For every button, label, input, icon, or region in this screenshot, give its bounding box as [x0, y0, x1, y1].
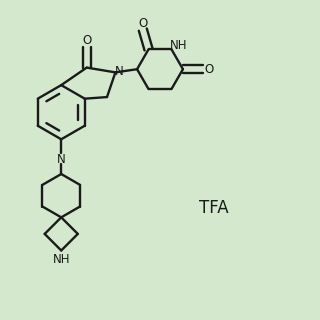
- Text: O: O: [82, 34, 91, 47]
- Text: N: N: [57, 153, 66, 165]
- Text: TFA: TFA: [199, 199, 229, 217]
- Text: O: O: [138, 17, 148, 30]
- Text: N: N: [115, 65, 124, 78]
- Text: NH: NH: [170, 39, 187, 52]
- Text: O: O: [204, 63, 214, 76]
- Text: NH: NH: [52, 253, 70, 266]
